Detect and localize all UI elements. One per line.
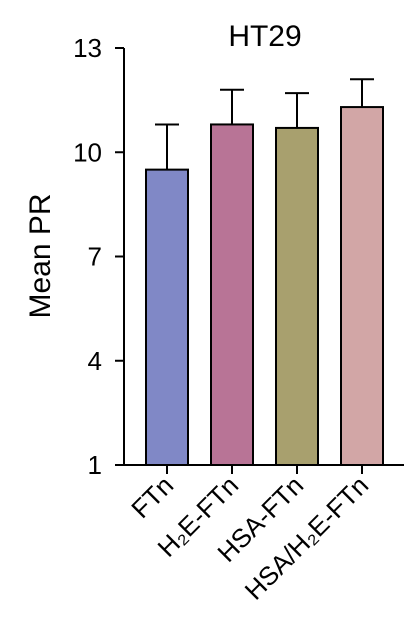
y-tick-label: 10 <box>73 137 102 167</box>
bar <box>275 126 319 467</box>
y-tick-label: 7 <box>88 242 102 272</box>
bars <box>145 78 384 467</box>
y-tick-label: 13 <box>73 33 102 63</box>
bar <box>145 168 189 466</box>
bar <box>210 123 254 466</box>
chart-title: HT29 <box>228 20 301 53</box>
y-axis-label: Mean PR <box>24 193 57 318</box>
y-tick-label: 4 <box>88 346 102 376</box>
bar <box>340 106 384 466</box>
x-tick-label: FTn <box>125 470 179 524</box>
y-tick-label: 1 <box>88 450 102 480</box>
y-axis-ticks: 1 4 7 10 13 <box>73 33 124 480</box>
